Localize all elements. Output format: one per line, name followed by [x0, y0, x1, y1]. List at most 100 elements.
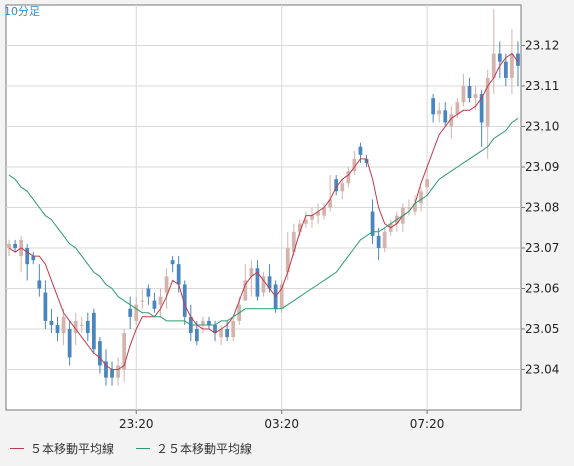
- candle-body: [25, 248, 30, 265]
- candle-body: [219, 329, 223, 338]
- y-tick-label: 23.05: [525, 322, 559, 336]
- y-tick-label: 23.04: [525, 363, 559, 377]
- candle-body: [419, 191, 423, 204]
- candle-body: [55, 324, 60, 334]
- candle-body: [152, 300, 157, 309]
- candle-body: [170, 260, 175, 265]
- legend-item-ma25: ２５本移動平均線: [136, 440, 252, 457]
- candle-body: [225, 329, 230, 338]
- legend-label-ma25: ２５本移動平均線: [156, 442, 253, 456]
- candle-body: [291, 231, 296, 253]
- y-tick-label: 23.06: [525, 282, 559, 296]
- candle-body: [485, 77, 490, 127]
- y-tick-label: 23.10: [525, 120, 559, 134]
- candle-body: [85, 320, 90, 334]
- candle-body: [370, 211, 375, 236]
- candle-body: [243, 280, 248, 301]
- candle-body: [304, 219, 308, 224]
- legend: ５本移動平均線 ２５本移動平均線: [10, 440, 252, 457]
- legend-item-ma5: ５本移動平均線: [10, 440, 114, 457]
- candle-body: [413, 203, 417, 212]
- candle-body: [91, 312, 96, 350]
- candle-body: [110, 369, 114, 378]
- candle-body: [346, 171, 351, 184]
- candle-body: [382, 231, 387, 248]
- candle-body: [61, 316, 66, 334]
- candle-body: [164, 276, 169, 293]
- candle-body: [479, 94, 484, 123]
- candle-body: [316, 211, 320, 216]
- x-tick-label: 23:20: [119, 417, 154, 431]
- candle-body: [213, 324, 217, 334]
- candle-body: [122, 333, 127, 370]
- candle-body: [449, 114, 454, 127]
- candle-body: [491, 53, 496, 78]
- candle-body: [443, 110, 448, 123]
- x-tick-label: 07:20: [410, 417, 445, 431]
- candle-body: [310, 215, 314, 220]
- candle-body: [13, 243, 17, 248]
- ma5-line: [8, 52, 519, 370]
- candle-body: [116, 365, 120, 378]
- candle-body: [497, 53, 502, 62]
- candle-body: [437, 110, 442, 115]
- ma5-swatch: [10, 448, 24, 449]
- candle-body: [176, 264, 181, 285]
- candle-body: [510, 53, 514, 78]
- candle-body: [7, 243, 11, 248]
- x-tick-label: 03:20: [264, 417, 299, 431]
- candle-body: [73, 320, 78, 334]
- candle-body: [194, 329, 199, 342]
- candle-body: [473, 94, 478, 99]
- candle-body: [279, 284, 284, 309]
- candle-body: [352, 158, 357, 172]
- candle-body: [104, 361, 108, 378]
- candle-body: [376, 235, 381, 248]
- candle-body: [431, 98, 436, 115]
- y-tick-label: 23.12: [525, 39, 559, 53]
- candle-body: [231, 320, 236, 338]
- candle-body: [249, 268, 254, 277]
- candle-body: [461, 86, 466, 103]
- y-tick-label: 23.09: [525, 160, 559, 174]
- candle-body: [207, 320, 211, 325]
- candle-body: [340, 183, 345, 192]
- candle-body: [67, 329, 72, 358]
- candle-body: [98, 341, 102, 366]
- candle-body: [455, 102, 460, 115]
- candle-body: [322, 207, 326, 216]
- ma25-swatch: [136, 448, 151, 449]
- candle-body: [158, 296, 163, 305]
- ma25-line: [8, 117, 519, 326]
- candle-body: [516, 53, 520, 66]
- y-tick-label: 23.11: [525, 79, 559, 93]
- y-tick-label: 23.07: [525, 241, 559, 255]
- candle-body: [182, 284, 187, 317]
- candle-body: [140, 300, 145, 302]
- candle-body: [328, 199, 333, 208]
- candle-body: [267, 276, 272, 289]
- candle-body: [49, 320, 54, 325]
- candle-body: [334, 179, 339, 192]
- legend-label-ma5: ５本移動平均線: [30, 442, 115, 456]
- candle-body: [134, 304, 139, 321]
- candle-body: [285, 248, 290, 273]
- candle-body: [261, 276, 266, 293]
- candle-body: [407, 207, 411, 209]
- candle-body: [358, 146, 363, 155]
- candle-body: [425, 179, 429, 188]
- timeframe-label: 10分足: [4, 5, 40, 18]
- candle-body: [146, 288, 151, 297]
- y-tick-label: 23.08: [525, 201, 559, 215]
- candle-body: [79, 324, 84, 326]
- candle-body: [128, 308, 133, 317]
- candle-body: [297, 223, 302, 232]
- candle-body: [364, 158, 369, 163]
- candle-body: [467, 86, 472, 99]
- candle-body: [31, 256, 36, 261]
- candle-body: [255, 268, 260, 297]
- candle-body: [37, 280, 42, 289]
- candle-body: [43, 292, 48, 321]
